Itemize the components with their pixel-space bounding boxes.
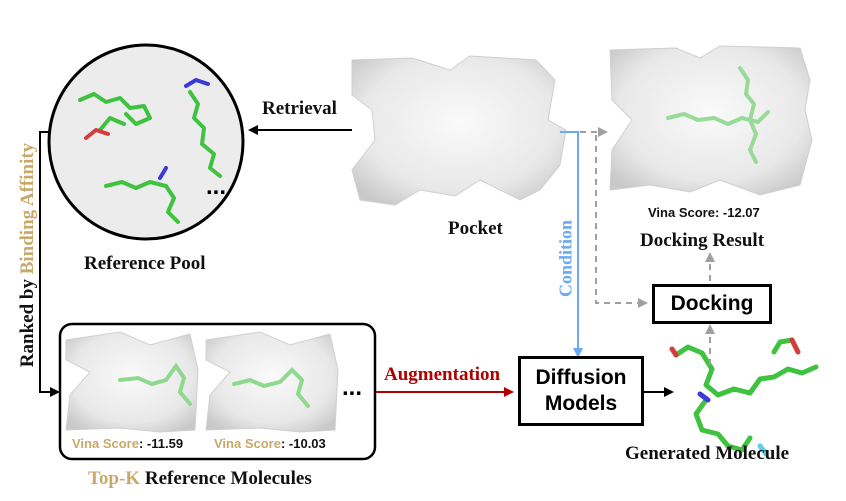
- generated-molecule-image: [669, 337, 819, 457]
- docking-box: Docking: [652, 284, 772, 324]
- ref1-score: Vina Score: -11.59: [72, 436, 183, 451]
- ranked-prefix: Ranked by: [17, 274, 38, 368]
- refs-ellipsis: ...: [342, 374, 362, 401]
- ref1-score-value: : -11.59: [138, 436, 184, 451]
- docking-score-value: : -12.07: [714, 205, 760, 220]
- binding-affinity-highlight: Binding Affinity: [17, 142, 38, 275]
- pocket-surface-image: [351, 55, 567, 206]
- generated-molecule-label: Generated Molecule: [625, 443, 790, 464]
- docking-score-label: Vina Score: [648, 205, 715, 220]
- diffusion-line-1: Diffusion: [535, 366, 627, 389]
- pocket-to-docking-dashed: [595, 135, 648, 308]
- ranked-arrow: [39, 131, 60, 397]
- ref2-score: Vina Score: -10.03: [214, 436, 326, 451]
- top-k-rest: Reference Molecules: [140, 468, 312, 489]
- ref1-score-label: Vina Score: [72, 436, 139, 451]
- ranked-by-label: Ranked by Binding Affinity: [17, 135, 39, 375]
- docking-result-label: Docking Result: [640, 230, 765, 251]
- docking-score: Vina Score: -12.07: [648, 205, 760, 220]
- top-k-highlight: Top-K: [88, 468, 141, 489]
- ref2-score-value: : -10.03: [280, 436, 326, 451]
- condition-arrow: [560, 131, 583, 358]
- pool-ellipsis: ...: [206, 173, 226, 200]
- diffusion-models-box: Diffusion Models: [518, 356, 644, 426]
- diffusion-line-2: Models: [544, 392, 618, 415]
- top-k-label: Top-K Reference Molecules: [88, 468, 312, 490]
- condition-label: Condition: [555, 219, 576, 298]
- ref2-score-label: Vina Score: [214, 436, 281, 451]
- top-k-box: [58, 322, 377, 461]
- retrieval-label: Retrieval: [262, 98, 337, 119]
- reference-molecule-1-image: [65, 331, 199, 433]
- pocket-label: Pocket: [448, 218, 503, 239]
- pool-molecules-image: [78, 78, 222, 224]
- docking-box-label: Docking: [670, 292, 754, 315]
- docking-result-image: [609, 45, 813, 196]
- reference-pool-label: Reference Pool: [84, 253, 206, 274]
- reference-molecule-2-image: [205, 331, 339, 433]
- augmentation-label: Augmentation: [384, 364, 501, 385]
- reference-pool-circle: [47, 43, 245, 241]
